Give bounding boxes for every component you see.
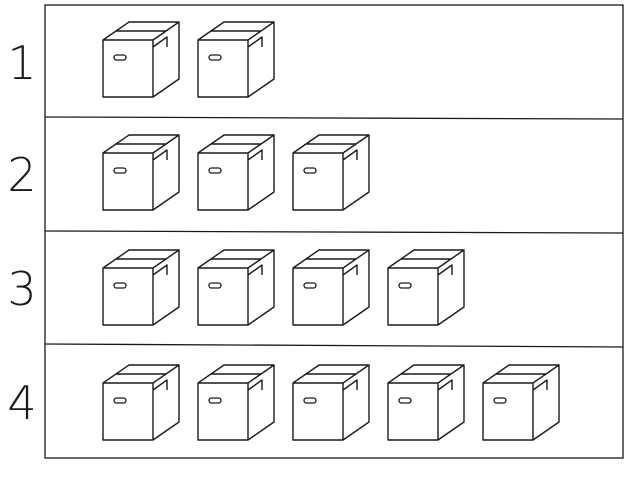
box-outline (102, 134, 180, 211)
box-handle-icon (303, 167, 317, 174)
box-outline (197, 249, 275, 326)
box-handle-icon (493, 397, 507, 404)
cardboard-box-icon (292, 134, 370, 211)
cardboard-box-icon (387, 364, 465, 441)
cardboard-box-icon (102, 21, 180, 98)
box-outline (292, 134, 370, 211)
row-divider-2 (44, 230, 624, 234)
cardboard-box-icon (482, 364, 560, 441)
cardboard-box-icon (102, 249, 180, 326)
cardboard-box-icon (292, 249, 370, 326)
cardboard-box-icon (292, 364, 370, 441)
box-handle-icon (398, 282, 412, 289)
box-handle-icon (113, 167, 127, 174)
box-outline (102, 21, 180, 98)
cardboard-box-icon (102, 364, 180, 441)
box-handle-icon (113, 54, 127, 61)
cardboard-box-icon (102, 134, 180, 211)
row-divider-1 (44, 116, 624, 120)
box-outline (292, 249, 370, 326)
boxes-layer (102, 21, 560, 441)
box-outline (387, 364, 465, 441)
box-outline (197, 21, 275, 98)
box-outline (292, 364, 370, 441)
row-label-2: 2 (7, 148, 37, 202)
box-handle-icon (208, 167, 222, 174)
box-outline (482, 364, 560, 441)
row-label-4: 4 (7, 376, 37, 430)
box-outline (197, 134, 275, 211)
box-handle-icon (303, 282, 317, 289)
row-label-1: 1 (7, 36, 37, 90)
box-handle-icon (113, 282, 127, 289)
cardboard-box-icon (197, 21, 275, 98)
cardboard-box-icon (387, 249, 465, 326)
box-handle-icon (208, 397, 222, 404)
box-outline (387, 249, 465, 326)
box-outline (197, 364, 275, 441)
cardboard-box-icon (197, 364, 275, 441)
cardboard-box-icon (197, 249, 275, 326)
box-outline (102, 364, 180, 441)
row-label-3: 3 (7, 262, 37, 316)
box-handle-icon (208, 282, 222, 289)
box-outline (102, 249, 180, 326)
row-divider-3 (44, 343, 624, 348)
grid-lines (44, 4, 624, 459)
cardboard-box-icon (197, 134, 275, 211)
box-handle-icon (113, 397, 127, 404)
box-handle-icon (303, 397, 317, 404)
box-handle-icon (208, 54, 222, 61)
box-handle-icon (398, 397, 412, 404)
